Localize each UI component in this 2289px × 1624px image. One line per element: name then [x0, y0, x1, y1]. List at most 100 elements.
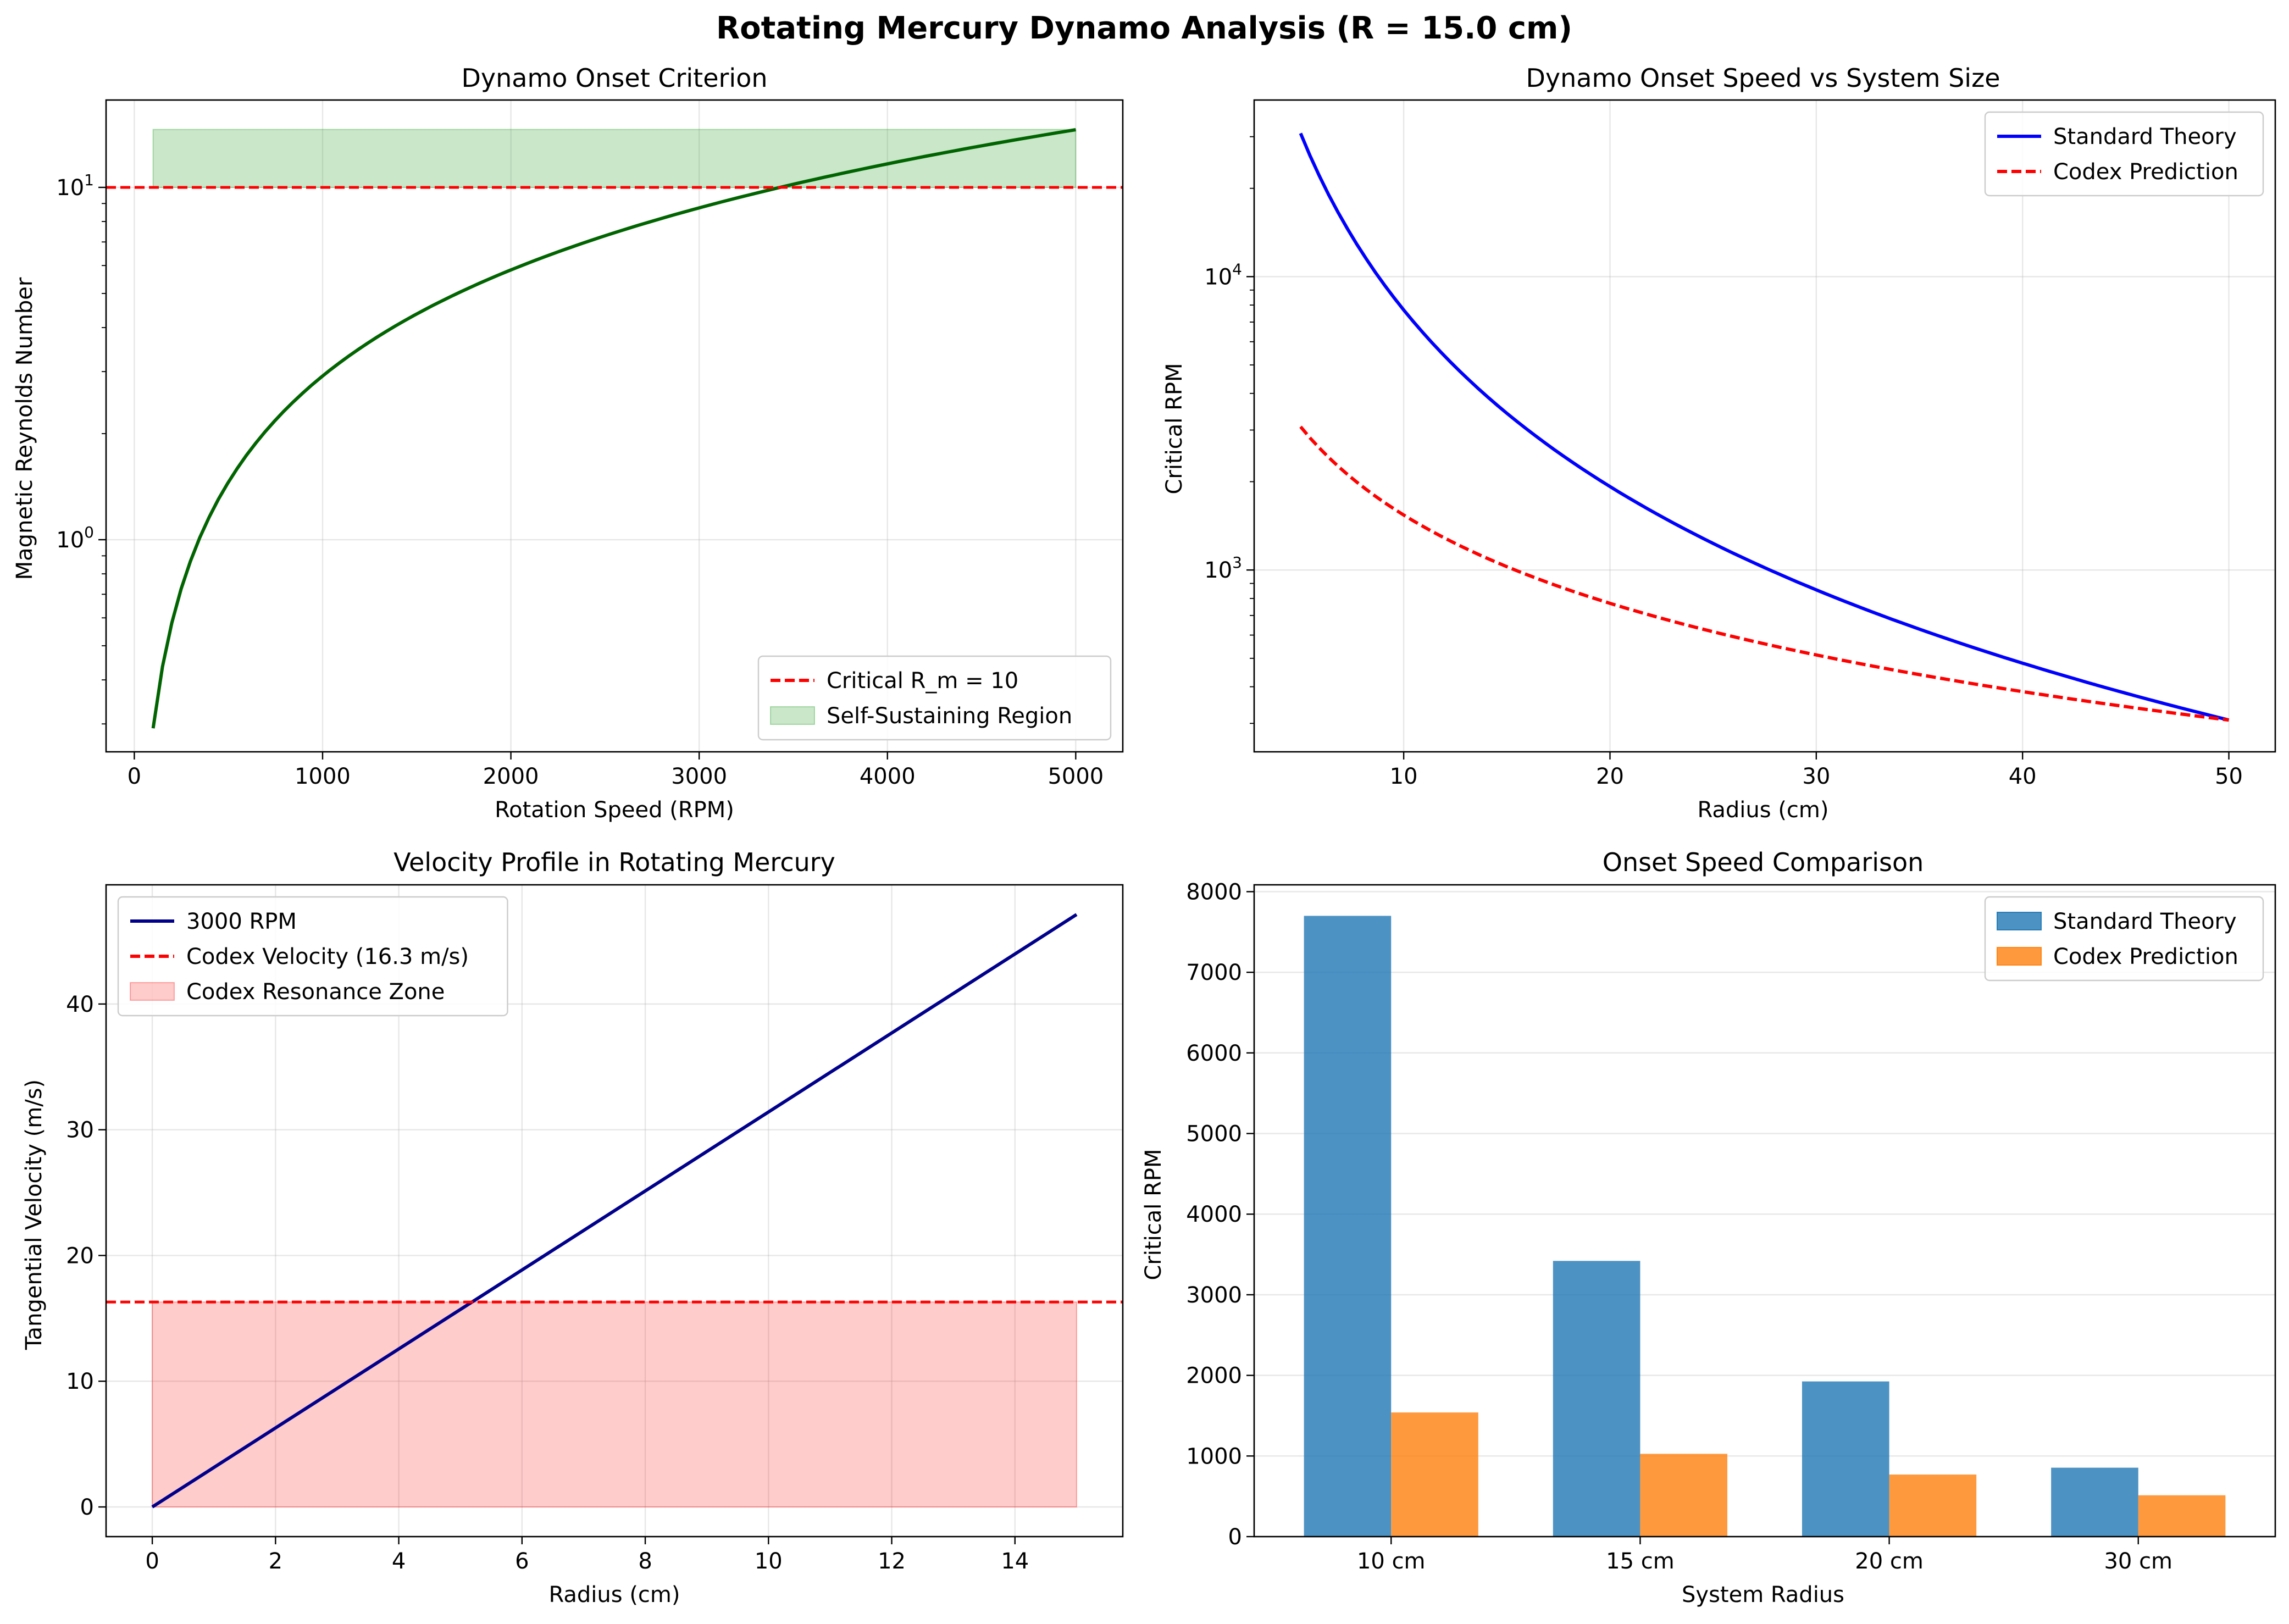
x-tick-label: 14 [1001, 1549, 1029, 1574]
x-tick-label: 1000 [295, 764, 351, 789]
ticks: 10 cm 15 cm 20 cm 30 cm 0 1000 2000 3000 4000 500… [1186, 879, 2172, 1574]
x-tick-label: 3000 [671, 764, 727, 789]
x-tick-label: 20 [1596, 764, 1624, 789]
x-tick-label: 10 [755, 1549, 783, 1574]
legend-swatch [1997, 947, 2042, 966]
series-line [1299, 132, 2230, 722]
y-tick-label: 0 [1228, 1525, 1242, 1550]
x-tick-label: 30 [1802, 764, 1830, 789]
x-tick-label: 8 [638, 1549, 652, 1574]
legend-label: 3000 RPM [186, 909, 297, 934]
x-tick-label: 10 cm [1357, 1549, 1426, 1574]
legend-box [1984, 111, 2264, 197]
panel-onset-criterion: Dynamo Onset Criterion Rotation Speed (R… [12, 63, 1124, 823]
shaded-region [152, 129, 1077, 188]
x-tick-label: 2 [269, 1549, 282, 1574]
y-tick-label: 6000 [1186, 1041, 1242, 1066]
bar [2051, 1467, 2138, 1537]
y-axis-label: Critical RPM [1162, 363, 1187, 494]
series-line [151, 128, 1076, 729]
legend-label: Standard Theory [2053, 124, 2237, 149]
x-tick-label: 0 [145, 1549, 159, 1574]
legend-item: Standard Theory [1997, 124, 2237, 149]
x-axis-label: System Radius [1682, 1582, 1844, 1608]
legend-label: Self-Sustaining Region [827, 703, 1072, 729]
axes-frame [1253, 884, 2276, 1538]
ticks: 10 20 30 40 50 103 104 [1204, 136, 2243, 789]
grid [106, 100, 1123, 752]
chart-title: Onset Speed Comparison [1603, 847, 1924, 877]
x-tick-label: 30 cm [2104, 1549, 2172, 1574]
plot-area: 0 2 4 6 8 10 12 14 0 10 20 30 40 3000 RPM Codex Veloci… [66, 884, 1124, 1574]
x-tick-label: 6 [515, 1549, 529, 1574]
y-tick-label: 4000 [1186, 1202, 1242, 1227]
y-tick-label: 7000 [1186, 960, 1242, 985]
legend: Standard Theory Codex Prediction [1984, 896, 2264, 982]
axes-frame [105, 884, 1124, 1538]
chart-title: Velocity Profile in Rotating Mercury [393, 847, 835, 877]
legend-swatch [1997, 912, 2042, 930]
y-tick-label: 2000 [1186, 1364, 1242, 1389]
x-tick-label: 5000 [1047, 764, 1104, 789]
bar [1640, 1454, 1728, 1537]
x-tick-label: 4 [392, 1549, 406, 1574]
y-axis-label: Critical RPM [1141, 1149, 1166, 1280]
ticks: 0 2 4 6 8 10 12 14 0 10 20 30 40 [66, 992, 1029, 1574]
legend-swatch [130, 982, 175, 1001]
grid [106, 885, 1123, 1537]
legend-label: Codex Prediction [2053, 944, 2238, 969]
plot-area: 10 cm 15 cm 20 cm 30 cm 0 1000 2000 3000 4000 500… [1186, 879, 2276, 1574]
legend-label: Codex Resonance Zone [186, 979, 445, 1005]
y-tick-label: 100 [56, 523, 94, 553]
chart-title: Dynamo Onset Speed vs System Size [1526, 63, 2000, 93]
x-tick-label: 20 cm [1855, 1549, 1924, 1574]
legend-label: Critical R_m = 10 [827, 668, 1018, 694]
legend: Standard Theory Codex Prediction [1984, 111, 2264, 197]
bar [2138, 1495, 2226, 1537]
axes-frame [105, 99, 1124, 753]
panel-onset-vs-size: Dynamo Onset Speed vs System Size Radius… [1162, 63, 2276, 823]
y-tick-label: 30 [66, 1118, 94, 1143]
legend-box [117, 896, 508, 1017]
grid [1254, 100, 2275, 752]
x-tick-label: 12 [878, 1549, 906, 1574]
bar [1304, 916, 1392, 1537]
y-tick-label: 3000 [1186, 1283, 1242, 1308]
y-tick-label: 103 [1204, 553, 1242, 583]
x-axis-label: Rotation Speed (RPM) [495, 797, 734, 823]
legend-label: Codex Velocity (16.3 m/s) [186, 944, 469, 969]
x-tick-label: 4000 [860, 764, 916, 789]
shaded-region [152, 1301, 1077, 1508]
legend-box [757, 655, 1112, 741]
legend-box [1984, 896, 2264, 982]
plot-area: 0 1000 2000 3000 4000 5000 100 101 Critical R_m … [56, 99, 1124, 789]
x-tick-label: 40 [2009, 764, 2037, 789]
x-axis-label: Radius (cm) [1697, 797, 1828, 823]
legend-item: Codex Velocity (16.3 m/s) [130, 944, 469, 969]
legend-item: Codex Resonance Zone [130, 979, 445, 1005]
y-tick-label: 10 [66, 1369, 94, 1394]
y-axis-label: Magnetic Reynolds Number [12, 277, 37, 580]
bar [1391, 1412, 1478, 1537]
y-tick-label: 8000 [1186, 879, 1242, 905]
x-tick-label: 2000 [483, 764, 539, 789]
legend-item: Self-Sustaining Region [770, 703, 1072, 729]
legend: 3000 RPM Codex Velocity (16.3 m/s) Codex R… [117, 896, 508, 1017]
axes-frame [1253, 99, 2276, 753]
legend-label: Standard Theory [2053, 909, 2237, 934]
ticks: 0 1000 2000 3000 4000 5000 100 101 [56, 171, 1104, 789]
panel-velocity-profile: Velocity Profile in Rotating Mercury Rad… [21, 847, 1124, 1608]
figure-suptitle: Rotating Mercury Dynamo Analysis (R = 15… [716, 10, 1572, 46]
panel-onset-comparison: Onset Speed Comparison System Radius Cri… [1141, 847, 2276, 1608]
y-tick-label: 40 [66, 992, 94, 1017]
x-tick-label: 50 [2215, 764, 2243, 789]
bar [1889, 1475, 1977, 1537]
bar [1802, 1381, 1889, 1537]
y-tick-label: 20 [66, 1243, 94, 1268]
y-axis-label: Tangential Velocity (m/s) [21, 1079, 47, 1350]
legend-item: Codex Prediction [1997, 944, 2238, 969]
y-tick-label: 1000 [1186, 1444, 1242, 1469]
x-tick-label: 10 [1390, 764, 1418, 789]
